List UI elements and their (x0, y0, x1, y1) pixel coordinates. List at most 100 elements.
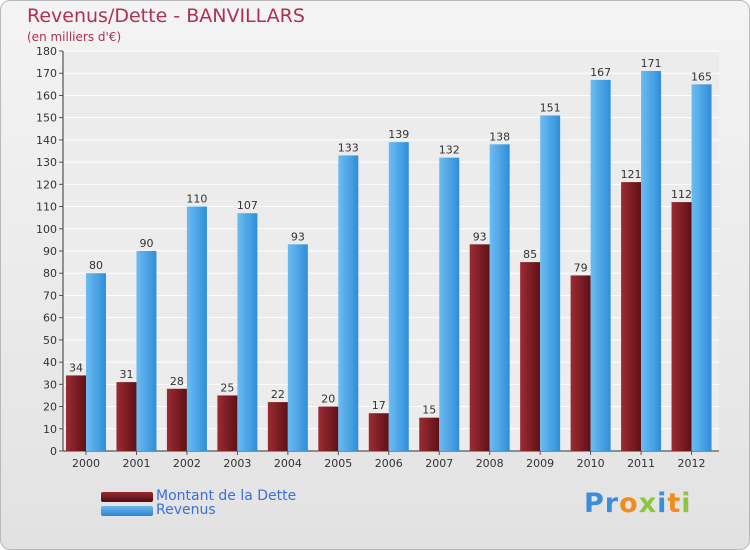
chart-title: Revenus/Dette - BANVILLARS (27, 5, 305, 27)
debt-value-label: 121 (621, 168, 642, 181)
debt-value-label: 25 (220, 381, 234, 394)
x-tick-label: 2010 (577, 457, 605, 470)
x-tick-label: 2006 (375, 457, 403, 470)
y-tick-label: 90 (43, 245, 57, 258)
legend-label-debt: Montant de la Dette (156, 488, 297, 504)
logo-letter: r (604, 488, 620, 519)
debt-value-label: 79 (574, 261, 588, 274)
revenue-bar (86, 273, 106, 451)
y-tick-label: 100 (36, 223, 57, 236)
revenue-bar (439, 157, 460, 451)
y-tick-label: 180 (36, 45, 57, 58)
revenue-value-label: 139 (388, 128, 409, 141)
revenue-value-label: 171 (641, 57, 662, 70)
legend-swatch-revenue (101, 506, 153, 516)
logo-letter: o (619, 488, 639, 519)
debt-value-label: 22 (271, 388, 285, 401)
debt-bar (368, 413, 389, 451)
debt-value-label: 34 (69, 361, 83, 374)
debt-value-label: 17 (372, 399, 386, 412)
y-tick-label: 170 (36, 67, 57, 80)
debt-bar (520, 262, 541, 451)
revenue-bar (641, 71, 662, 451)
revenue-value-label: 138 (489, 130, 510, 143)
x-tick-label: 2007 (425, 457, 453, 470)
x-tick-label: 2001 (122, 457, 150, 470)
x-tick-label: 2004 (274, 457, 302, 470)
revenue-value-label: 90 (139, 237, 153, 250)
debt-bar (419, 417, 440, 451)
revenue-bar (237, 213, 258, 451)
debt-bar (469, 244, 490, 451)
revenue-value-label: 110 (186, 193, 207, 206)
revenue-bar (186, 206, 207, 451)
x-tick-label: 2009 (526, 457, 554, 470)
logo-letter: P (584, 488, 605, 519)
y-tick-label: 80 (43, 267, 57, 280)
y-tick-label: 160 (36, 89, 57, 102)
debt-bar (217, 395, 238, 451)
revenue-bar (136, 251, 157, 451)
debt-value-label: 15 (422, 404, 436, 417)
revenue-value-label: 132 (439, 144, 460, 157)
debt-value-label: 112 (671, 188, 692, 201)
proxiti-logo: Proxiti (584, 488, 692, 519)
y-tick-label: 110 (36, 201, 57, 214)
chart-subtitle: (en milliers d'€) (27, 30, 122, 44)
revenue-bar (287, 244, 308, 451)
x-tick-label: 2003 (223, 457, 251, 470)
debt-value-label: 85 (523, 248, 537, 261)
y-tick-label: 40 (43, 356, 57, 369)
y-tick-label: 20 (43, 401, 57, 414)
x-tick-label: 2012 (678, 457, 706, 470)
legend-swatch-debt (101, 492, 153, 502)
y-tick-label: 30 (43, 378, 57, 391)
revenue-bar (590, 79, 611, 451)
logo-letter: x (638, 488, 658, 519)
x-tick-label: 2002 (173, 457, 201, 470)
x-tick-label: 2005 (324, 457, 352, 470)
y-tick-label: 70 (43, 289, 57, 302)
x-tick-label: 2011 (627, 457, 655, 470)
logo-letter: i (657, 488, 668, 519)
revenue-value-label: 107 (237, 199, 258, 212)
x-tick-label: 2000 (72, 457, 100, 470)
debt-bar (116, 382, 137, 451)
revenue-bar (691, 84, 712, 451)
revenue-value-label: 80 (89, 259, 103, 272)
revenue-bar (540, 115, 561, 451)
debt-bar (166, 388, 187, 451)
revenue-value-label: 133 (338, 141, 359, 154)
y-tick-label: 0 (50, 445, 57, 458)
debt-value-label: 28 (170, 375, 184, 388)
revenue-value-label: 151 (540, 101, 561, 114)
y-tick-label: 140 (36, 134, 57, 147)
debt-bar (66, 375, 86, 451)
debt-bar (621, 182, 642, 451)
logo-letter: t (667, 488, 682, 519)
logo-letter: i (681, 488, 692, 519)
x-tick-label: 2008 (476, 457, 504, 470)
debt-bar (570, 275, 591, 451)
debt-bar (267, 402, 288, 451)
y-tick-label: 150 (36, 112, 57, 125)
legend-label-revenue: Revenus (156, 502, 216, 518)
y-tick-label: 120 (36, 178, 57, 191)
revenue-bar (388, 142, 409, 451)
y-tick-label: 130 (36, 156, 57, 169)
revenue-value-label: 93 (291, 230, 305, 243)
revenue-bar (489, 144, 510, 452)
debt-bar (671, 202, 692, 451)
debt-bar (318, 406, 339, 451)
revenue-bar (338, 155, 359, 451)
y-tick-label: 10 (43, 423, 57, 436)
debt-value-label: 31 (119, 368, 133, 381)
debt-value-label: 93 (473, 230, 487, 243)
revenue-value-label: 167 (590, 66, 611, 79)
y-tick-label: 50 (43, 334, 57, 347)
debt-value-label: 20 (321, 393, 335, 406)
revenue-value-label: 165 (691, 70, 712, 83)
y-tick-label: 60 (43, 312, 57, 325)
